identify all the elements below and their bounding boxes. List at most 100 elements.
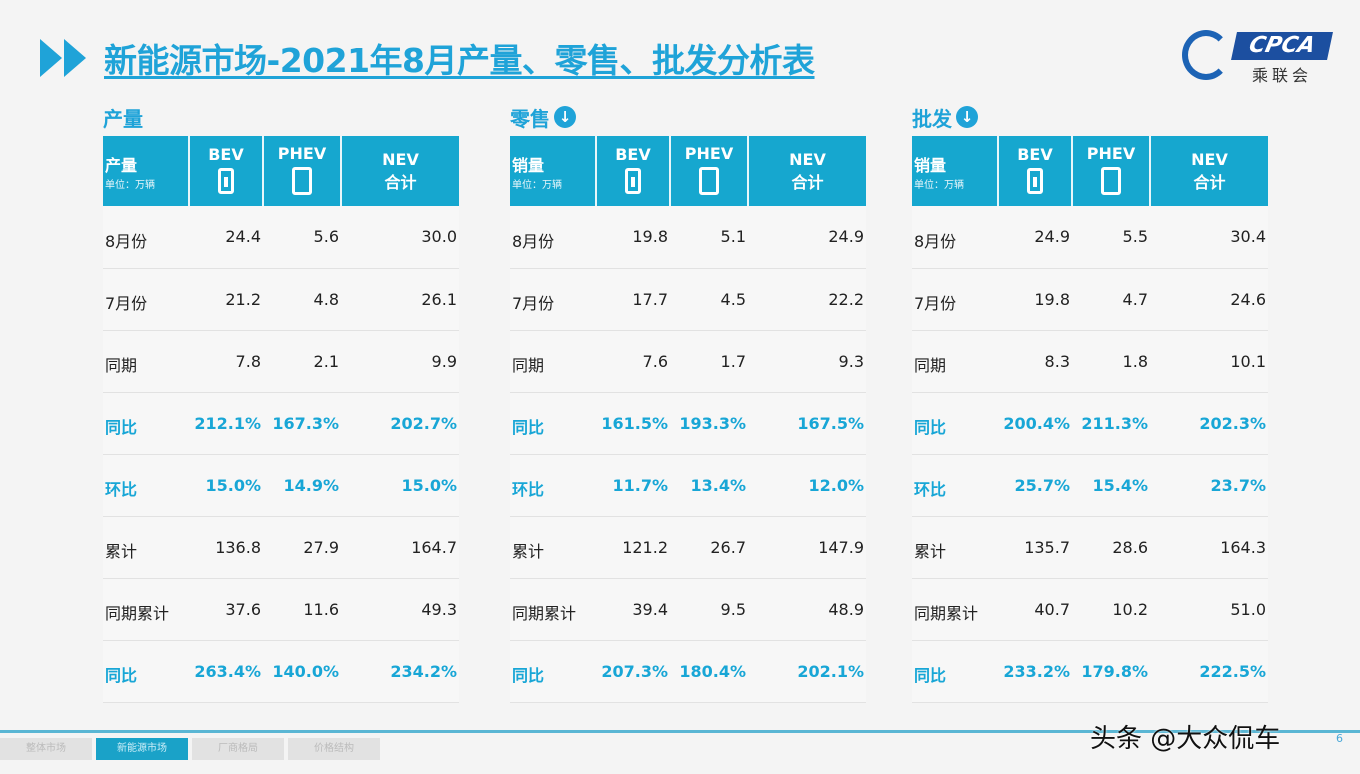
- table-row: 同比 233.2% 179.8% 222.5%: [912, 640, 1268, 703]
- cell: 5.1: [670, 206, 748, 269]
- cell: 同期累计: [912, 578, 998, 641]
- cell: 30.0: [341, 206, 459, 269]
- section-title: 零售 ↓: [510, 102, 866, 132]
- cell: 累计: [510, 516, 596, 579]
- cell: 1.7: [670, 330, 748, 393]
- cell: 11.6: [263, 578, 341, 641]
- cell: 164.7: [341, 516, 459, 579]
- cell: 24.9: [998, 206, 1072, 269]
- cell: 164.3: [1150, 516, 1268, 579]
- cell: 2.1: [263, 330, 341, 393]
- cell: 14.9%: [263, 454, 341, 517]
- footer-tab[interactable]: 整体市场: [0, 738, 92, 760]
- charger-icon: [699, 166, 719, 195]
- table-row: 8月份 19.8 5.1 24.9: [510, 206, 866, 269]
- cell: 7月份: [510, 268, 596, 331]
- cell: 21.2: [189, 268, 263, 331]
- cell: 4.7: [1072, 268, 1150, 331]
- cell: 140.0%: [263, 640, 341, 703]
- cell: 28.6: [1072, 516, 1150, 579]
- cell: 同比: [103, 640, 189, 703]
- cell: 40.7: [998, 578, 1072, 641]
- table-row: 同比 263.4% 140.0% 234.2%: [103, 640, 459, 703]
- footer-tab[interactable]: 价格结构: [288, 738, 380, 760]
- cell: 200.4%: [998, 392, 1072, 455]
- cell: 9.9: [341, 330, 459, 393]
- cell: 5.6: [263, 206, 341, 269]
- cell: 193.3%: [670, 392, 748, 455]
- cell: 7月份: [103, 268, 189, 331]
- footer-tabs: 整体市场 新能源市场 厂商格局 价格结构: [0, 738, 384, 760]
- data-table: 产量 单位：万辆 BEV PHEV NEV 合计 8月份 24.4 5.6 30.0 7月份 2…: [103, 136, 459, 703]
- table-row: 同期累计 37.6 11.6 49.3: [103, 578, 459, 641]
- arrow-down-icon: ↓: [554, 106, 576, 128]
- table-row: 8月份 24.9 5.5 30.4: [912, 206, 1268, 269]
- cell: 5.5: [1072, 206, 1150, 269]
- header-nev: NEV 合计: [341, 136, 459, 206]
- table-row: 同比 212.1% 167.3% 202.7%: [103, 392, 459, 455]
- cell: 136.8: [189, 516, 263, 579]
- cell: 15.4%: [1072, 454, 1150, 517]
- cell: 同比: [510, 640, 596, 703]
- cell: 15.0%: [189, 454, 263, 517]
- cell: 202.7%: [341, 392, 459, 455]
- cell: 17.7: [596, 268, 670, 331]
- cell: 同期: [912, 330, 998, 393]
- cell: 22.2: [748, 268, 866, 331]
- table-row: 同期 7.8 2.1 9.9: [103, 330, 459, 393]
- cell: 7.8: [189, 330, 263, 393]
- charger-icon: [1101, 166, 1121, 195]
- cell: 7月份: [912, 268, 998, 331]
- cell: 9.3: [748, 330, 866, 393]
- cell: 环比: [103, 454, 189, 517]
- cell: 同比: [912, 640, 998, 703]
- cell: 11.7%: [596, 454, 670, 517]
- footer-tab[interactable]: 新能源市场: [96, 738, 188, 760]
- cell: 24.4: [189, 206, 263, 269]
- cell: 202.3%: [1150, 392, 1268, 455]
- header-phev: PHEV: [263, 136, 342, 206]
- header-bev: BEV: [596, 136, 671, 206]
- cell: 23.7%: [1150, 454, 1268, 517]
- table-row: 同比 161.5% 193.3% 167.5%: [510, 392, 866, 455]
- charger-icon: [292, 166, 312, 195]
- cell: 167.3%: [263, 392, 341, 455]
- divider: [0, 730, 1360, 733]
- header-label: 产量 单位：万辆: [103, 136, 190, 206]
- cell: 9.5: [670, 578, 748, 641]
- cell: 环比: [510, 454, 596, 517]
- cell: 25.7%: [998, 454, 1072, 517]
- cell: 8.3: [998, 330, 1072, 393]
- cell: 24.9: [748, 206, 866, 269]
- header-label: 销量 单位：万辆: [510, 136, 597, 206]
- table-row: 同期 8.3 1.8 10.1: [912, 330, 1268, 393]
- header-phev: PHEV: [670, 136, 749, 206]
- cell: 30.4: [1150, 206, 1268, 269]
- cell: 10.1: [1150, 330, 1268, 393]
- cell: 13.4%: [670, 454, 748, 517]
- header-nev: NEV 合计: [748, 136, 866, 206]
- cell: 同期累计: [103, 578, 189, 641]
- cell: 51.0: [1150, 578, 1268, 641]
- cell: 15.0%: [341, 454, 459, 517]
- cell: 48.9: [748, 578, 866, 641]
- cell: 10.2: [1072, 578, 1150, 641]
- cell: 222.5%: [1150, 640, 1268, 703]
- cell: 8月份: [103, 206, 189, 269]
- cell: 19.8: [998, 268, 1072, 331]
- cpca-logo: CPCA 乘联会: [1182, 28, 1333, 85]
- table-row: 环比 11.7% 13.4% 12.0%: [510, 454, 866, 517]
- header-label: 销量 单位：万辆: [912, 136, 999, 206]
- cell: 同期: [510, 330, 596, 393]
- cell: 147.9: [748, 516, 866, 579]
- battery-icon: [625, 167, 641, 194]
- section-title: 批发 ↓: [912, 102, 1268, 132]
- footer-tab[interactable]: 厂商格局: [192, 738, 284, 760]
- table-row: 同比 207.3% 180.4% 202.1%: [510, 640, 866, 703]
- cell: 211.3%: [1072, 392, 1150, 455]
- table-row: 同比 200.4% 211.3% 202.3%: [912, 392, 1268, 455]
- battery-icon: [1027, 167, 1043, 194]
- table-row: 同期 7.6 1.7 9.3: [510, 330, 866, 393]
- cell: 233.2%: [998, 640, 1072, 703]
- cell: 1.8: [1072, 330, 1150, 393]
